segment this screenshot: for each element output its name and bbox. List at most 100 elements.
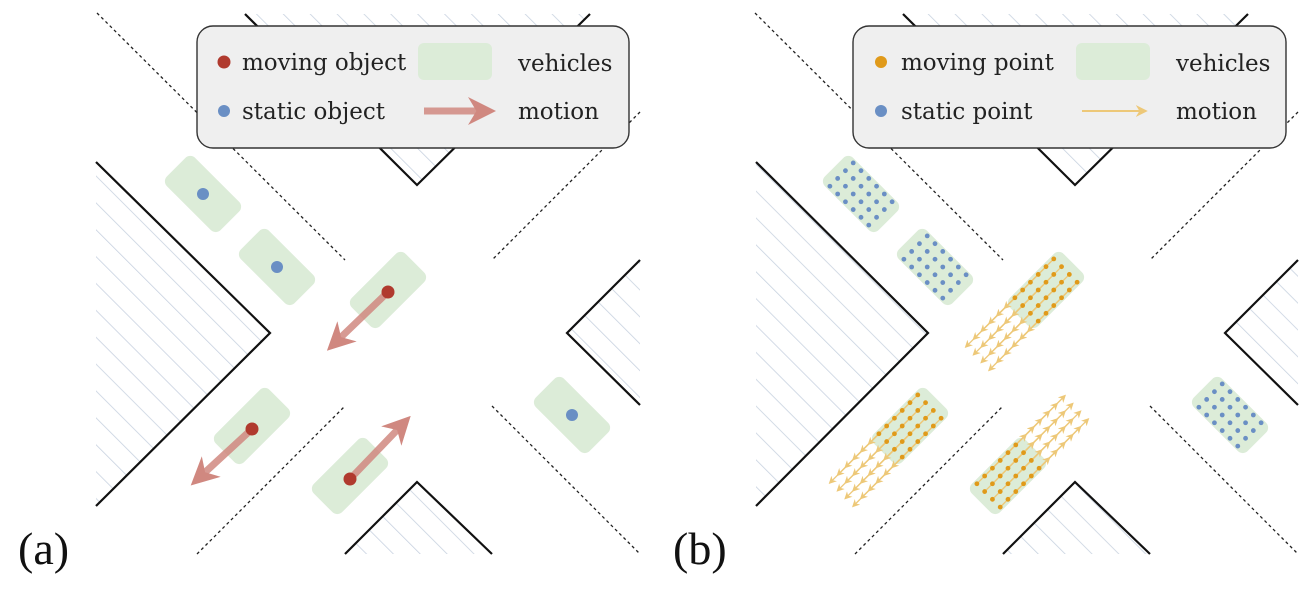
static-point — [1235, 397, 1241, 402]
static-point — [1235, 412, 1241, 418]
moving-point — [923, 431, 928, 437]
static-point — [1204, 412, 1210, 418]
road-edge-right — [565, 259, 641, 406]
moving-point — [915, 408, 921, 413]
static-point — [881, 191, 887, 197]
legend-vehicles-label: vehicles — [1175, 51, 1270, 77]
moving-point — [1059, 295, 1064, 301]
static-point — [1243, 404, 1248, 410]
static-point — [866, 191, 872, 197]
moving-point — [915, 439, 921, 444]
moving-point — [990, 496, 995, 502]
panel-label-b: (b) — [673, 523, 727, 574]
road-edge-bottom — [344, 480, 493, 555]
moving-point — [1013, 473, 1019, 479]
static-point — [1219, 397, 1225, 402]
static-point — [850, 191, 856, 197]
legend-static-label: static point — [901, 99, 1033, 125]
lane-line — [196, 405, 346, 555]
static-point — [1227, 435, 1233, 441]
road-edge-right — [1223, 259, 1299, 406]
static-point — [1250, 428, 1256, 433]
legend-a: moving object static object vehicles mot… — [196, 25, 630, 149]
static-point — [850, 207, 856, 212]
moving-point — [1020, 303, 1026, 308]
moving-point — [1028, 295, 1033, 301]
moving-point — [1059, 264, 1064, 270]
moving-point — [907, 415, 913, 421]
static-point — [866, 176, 872, 181]
static-point — [1219, 428, 1225, 433]
moving-point — [1074, 279, 1080, 285]
lane-line — [491, 405, 641, 555]
vehicle — [871, 387, 949, 465]
static-point — [1227, 389, 1233, 395]
legend-vehicles-label: vehicles — [517, 51, 612, 77]
point-flow-arrow — [1015, 394, 1066, 446]
static-point — [827, 183, 833, 189]
moving-point — [1005, 450, 1011, 456]
moving-point — [884, 439, 890, 444]
static-point — [901, 256, 907, 262]
moving-point — [892, 431, 897, 437]
static-point — [940, 264, 946, 270]
moving-point — [990, 465, 995, 471]
building-left — [756, 162, 928, 506]
motion-arrow — [347, 415, 411, 482]
static-point — [1235, 428, 1241, 433]
panel-b: moving point static point vehicles motio… — [673, 12, 1299, 574]
static-point — [843, 199, 848, 205]
vehicle — [822, 155, 900, 233]
moving-point — [923, 400, 928, 406]
panel-a: moving object static object vehicles mot… — [18, 12, 641, 574]
static-point — [1243, 435, 1248, 441]
static-point — [1250, 412, 1256, 418]
legend-motion-label: motion — [1176, 99, 1257, 125]
legend-vehicle-swatch — [1076, 43, 1150, 80]
point-flow-arrow — [1038, 418, 1090, 469]
moving-point — [1043, 310, 1049, 316]
static-object-dot — [197, 188, 209, 200]
moving-point — [1051, 272, 1057, 277]
point-dots — [827, 160, 1264, 510]
vehicles — [822, 155, 1269, 515]
static-point — [1235, 443, 1241, 449]
lane-line — [1149, 111, 1299, 261]
building-right — [567, 260, 640, 405]
static-point — [866, 207, 872, 212]
static-point — [1219, 381, 1225, 387]
moving-point — [930, 423, 936, 429]
moving-point — [907, 400, 913, 406]
static-point — [881, 207, 887, 212]
moving-point — [1051, 287, 1057, 293]
moving-point — [1066, 272, 1072, 277]
moving-point — [997, 504, 1003, 510]
static-point — [955, 264, 961, 270]
building-bottom — [1003, 482, 1150, 554]
static-point — [924, 264, 930, 270]
static-point — [940, 249, 946, 254]
static-point — [1204, 397, 1210, 402]
static-point — [924, 249, 930, 254]
static-point — [955, 280, 961, 285]
moving-point — [923, 415, 928, 421]
moving-point — [990, 481, 995, 487]
moving-object-dot — [381, 285, 395, 299]
moving-point — [1028, 473, 1034, 479]
road-edge-left — [95, 161, 272, 507]
static-point — [843, 168, 848, 174]
building-left — [96, 162, 270, 506]
legend-box — [852, 25, 1287, 149]
road-edge-bottom — [1002, 480, 1151, 555]
moving-point — [1021, 481, 1026, 487]
legend-b: moving point static point vehicles motio… — [852, 25, 1287, 149]
static-point — [858, 199, 864, 205]
static-point — [932, 287, 938, 293]
static-object-dot — [271, 261, 283, 273]
legend-static-label: static object — [242, 99, 386, 125]
static-point — [909, 264, 915, 270]
moving-point — [1035, 303, 1041, 308]
moving-point — [1043, 264, 1049, 270]
static-point — [1212, 389, 1217, 395]
moving-point — [1051, 303, 1057, 308]
